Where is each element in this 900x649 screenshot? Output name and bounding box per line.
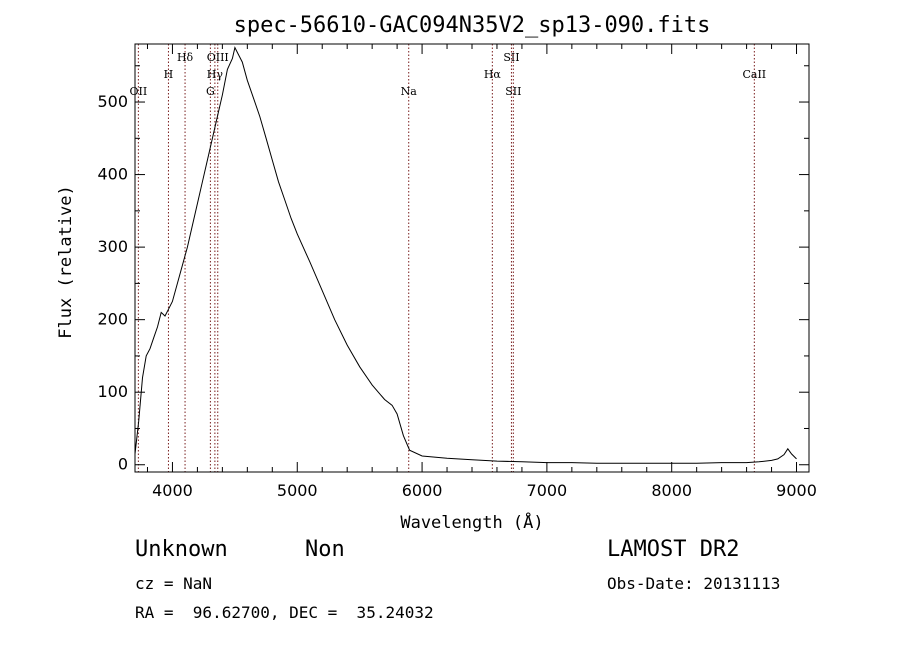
line-marker-label: CaII [742, 68, 766, 81]
line-marker-label: OII [130, 85, 148, 98]
y-tick-label: 400 [97, 165, 128, 184]
line-marker-label: SII [505, 85, 521, 98]
y-axis-label: Flux (relative) [56, 185, 76, 339]
redshift-cz: cz = NaN [135, 574, 213, 593]
spectrum-line [134, 46, 797, 464]
plot-frame [134, 43, 810, 473]
spectral-subclass: Non [305, 537, 345, 562]
x-tick-label: 5000 [277, 481, 318, 500]
survey-name: LAMOST DR2 [607, 537, 740, 562]
line-marker-label: Hγ [207, 68, 224, 81]
spectral-class: Unknown [135, 537, 228, 562]
observation-date: Obs-Date: 20131113 [607, 574, 781, 593]
line-marker-label: Hδ [177, 51, 194, 64]
x-tick-label: 8000 [651, 481, 692, 500]
line-marker-label: Na [401, 85, 418, 98]
x-tick-label: 6000 [402, 481, 443, 500]
y-tick-label: 200 [97, 310, 128, 329]
x-tick-label: 7000 [527, 481, 568, 500]
x-tick-label: 4000 [152, 481, 193, 500]
line-marker-label: SII [503, 51, 519, 64]
y-tick-label: 500 [97, 92, 128, 111]
y-tick-label: 100 [97, 382, 128, 401]
axis-ticks: 4000 5000 6000 7000 8000 9000 0 100 200 300 400 500 [97, 44, 817, 500]
line-marker-label: Hα [484, 68, 502, 81]
chart-title: spec-56610-GAC094N35V2_sp13-090.fits [234, 13, 711, 38]
line-marker-label: H [164, 68, 174, 81]
x-axis-label: Wavelength (Å) [400, 511, 543, 533]
line-marker-label: G [206, 85, 215, 98]
ra-dec-coordinates: RA = 96.62700, DEC = 35.24032 [135, 603, 434, 622]
x-tick-label: 9000 [776, 481, 817, 500]
y-tick-label: 300 [97, 237, 128, 256]
line-marker-label: OIII [207, 51, 229, 64]
y-tick-label: 0 [118, 455, 128, 474]
